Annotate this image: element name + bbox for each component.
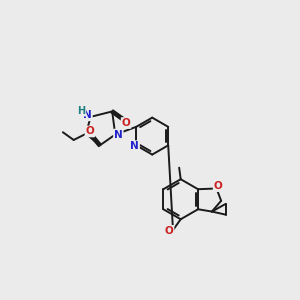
Text: O: O bbox=[85, 127, 94, 136]
Text: O: O bbox=[214, 181, 222, 191]
Text: H: H bbox=[77, 106, 86, 116]
Text: N: N bbox=[130, 141, 139, 151]
Text: O: O bbox=[165, 226, 173, 236]
Text: N: N bbox=[83, 110, 92, 120]
Text: N: N bbox=[114, 130, 123, 140]
Text: O: O bbox=[122, 118, 130, 128]
